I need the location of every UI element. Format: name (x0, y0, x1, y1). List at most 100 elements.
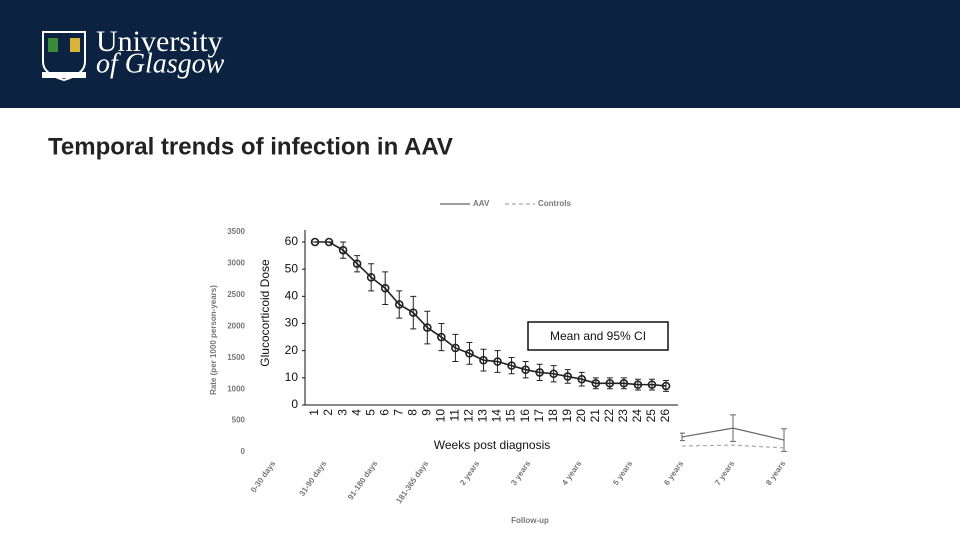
y-axis-label: Glucocorticoid Dose (258, 259, 272, 367)
logo-text: of Glasgow (96, 48, 225, 79)
data-point (310, 237, 320, 247)
x-axis-label: Follow-up (511, 516, 549, 525)
x-tick-label: 9 (419, 409, 433, 416)
data-point (535, 368, 544, 377)
y-tick-label: 500 (232, 416, 246, 425)
y-tick-label: 2000 (227, 321, 245, 330)
error-bar (578, 371, 585, 387)
error-bar (340, 241, 347, 259)
y-tick-label: 50 (285, 261, 299, 275)
data-point (324, 237, 334, 247)
error-bar (781, 428, 787, 452)
y-tick-label: 40 (285, 289, 299, 303)
y-tick-label: 3000 (227, 259, 245, 268)
series-line (681, 444, 785, 449)
logo-crest (42, 31, 86, 82)
data-point (577, 374, 587, 384)
x-tick-label: 11 (448, 409, 462, 422)
error-bar (536, 363, 543, 382)
x-tick-label: 6 (377, 409, 391, 416)
error-bar (368, 263, 375, 292)
error-bar (508, 356, 515, 375)
data-point (366, 273, 376, 282)
data-point (465, 349, 474, 358)
data-point (437, 332, 446, 342)
x-tick-label: 17 (532, 409, 546, 423)
error-bar (522, 361, 529, 379)
x-tick-label: 23 (616, 409, 630, 423)
y-tick-label: 10 (285, 370, 299, 384)
x-tick-label: 24 (630, 409, 644, 423)
error-bar (480, 348, 487, 372)
error-bar (452, 333, 459, 363)
x-tick-label: 19 (560, 409, 574, 423)
y-axis-label: Rate (per 1000 person-years) (209, 285, 218, 395)
data-point (647, 380, 657, 389)
data-point (619, 378, 629, 388)
error-bar (730, 414, 736, 442)
y-tick-label: 1500 (227, 353, 245, 362)
x-tick-label: 7 (391, 409, 405, 416)
x-tick-label: 14 (490, 409, 504, 423)
data-point (521, 365, 530, 374)
x-tick-label: 4 (349, 409, 363, 416)
x-tick-label: 15 (504, 409, 518, 423)
y-tick-label: 0 (291, 397, 298, 411)
logo-text: University (96, 25, 223, 58)
x-axis-label: Weeks post diagnosis (434, 438, 551, 452)
x-tick-label: 8 (405, 409, 419, 416)
annotation-box (527, 321, 669, 351)
legend-label: Controls (538, 199, 571, 208)
x-tick-label: 10 (434, 409, 448, 423)
x-tick-label: 20 (574, 409, 588, 423)
data-point (451, 343, 460, 353)
x-tick-label: 1 (307, 409, 321, 416)
data-point (352, 259, 362, 269)
x-tick-label: 18 (546, 409, 560, 423)
data-point (549, 369, 558, 379)
x-tick-label: 13 (476, 409, 490, 423)
data-point (423, 323, 432, 332)
x-tick-label: 26 (658, 409, 672, 423)
x-tick-label: 3 (335, 409, 349, 416)
data-point (605, 378, 615, 388)
x-tick-label: 25 (644, 409, 658, 423)
y-tick-label: 0 (241, 447, 246, 456)
y-tick-label: 60 (285, 234, 299, 248)
error-bar (550, 365, 557, 383)
error-bar (438, 323, 445, 352)
x-tick-label: 16 (518, 409, 532, 423)
x-tick-label: 21 (588, 409, 602, 423)
data-point (661, 381, 671, 391)
y-tick-label: 30 (285, 316, 299, 330)
error-bar (410, 295, 417, 330)
error-bar (354, 255, 361, 273)
y-tick-label: 3500 (227, 227, 245, 236)
error-bar (466, 342, 473, 365)
error-bar (494, 350, 501, 373)
legend-label: AAV (473, 199, 490, 208)
y-tick-label: 1000 (227, 384, 245, 393)
data-point (493, 357, 502, 366)
y-tick-label: 20 (285, 343, 299, 357)
error-bar (564, 369, 571, 384)
data-point (479, 355, 488, 365)
data-point (507, 361, 516, 370)
data-point (394, 300, 404, 309)
slide-title: Temporal trends of infection in AAV (48, 133, 453, 160)
x-tick-label: 22 (602, 409, 616, 423)
data-point (633, 380, 643, 389)
overlay-chart: 0 10 20 30 40 50 60 Glucocorticoid Dose Weeks po… (258, 230, 678, 452)
data-point (380, 283, 390, 293)
y-tick-label: 2500 (227, 290, 245, 299)
annotation: Mean and 95% CI (550, 329, 646, 343)
error-bar (396, 290, 403, 319)
x-tick-label: 2 (321, 409, 335, 416)
data-point (408, 308, 418, 317)
data-point (591, 378, 601, 388)
data-point (563, 372, 573, 381)
error-bar (382, 271, 389, 305)
header-bar (0, 0, 960, 108)
x-tick-label: 5 (363, 409, 377, 416)
